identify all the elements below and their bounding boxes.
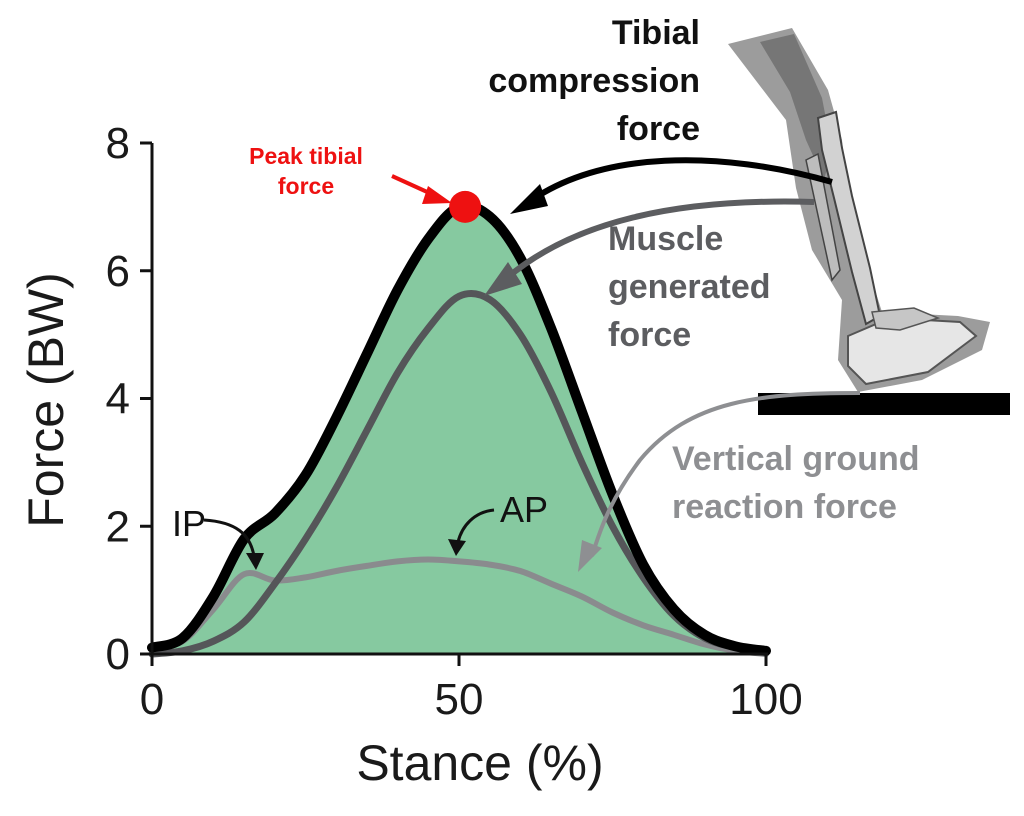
y-tick-label: 2 bbox=[106, 502, 130, 551]
y-tick-label: 4 bbox=[106, 375, 130, 424]
muscle-label-line2: generated bbox=[608, 268, 771, 306]
tick-layer: 0 2 4 6 8 0 50 100 bbox=[106, 119, 803, 724]
ap-arrowhead bbox=[448, 539, 466, 556]
vgrf-arrowhead bbox=[578, 540, 602, 572]
ip-arrow bbox=[203, 518, 256, 557]
muscle-label-line1: Muscle bbox=[608, 220, 723, 258]
ap-label: AP bbox=[500, 489, 548, 530]
ip-arrowhead bbox=[246, 553, 264, 570]
ip-label: IP bbox=[172, 503, 206, 544]
vgrf-series-line bbox=[149, 556, 769, 657]
annotation-arrows bbox=[203, 157, 861, 572]
tibial-label-line1: Tibial bbox=[612, 14, 700, 52]
y-tick-label: 0 bbox=[106, 630, 130, 679]
peak-label-line1: Peak tibial bbox=[249, 143, 363, 169]
vgrf-label-line2: reaction force bbox=[672, 488, 897, 526]
ap-arrow bbox=[456, 508, 495, 543]
vgrf-arrow bbox=[590, 391, 861, 557]
ground-plate bbox=[758, 393, 1010, 415]
muscle-label-line3: force bbox=[608, 316, 691, 354]
annotation-texts: Tibial compression force Muscle generate… bbox=[172, 14, 920, 544]
tibial-label-line3: force bbox=[617, 110, 700, 148]
muscle-arrowhead bbox=[484, 262, 522, 296]
tibial-arrowhead bbox=[510, 184, 548, 214]
y-tick-label: 6 bbox=[106, 247, 130, 296]
tibial-arrow bbox=[524, 157, 833, 207]
vgrf-label-line1: Vertical ground bbox=[672, 440, 920, 478]
x-tick-label: 50 bbox=[435, 675, 484, 724]
y-tick-label: 8 bbox=[106, 119, 130, 168]
x-tick-label: 100 bbox=[729, 675, 802, 724]
muscle-arrow bbox=[497, 198, 815, 287]
leg-illustration bbox=[728, 28, 990, 392]
x-axis-title: Stance (%) bbox=[356, 735, 603, 791]
y-axis-title: Force (BW) bbox=[18, 272, 74, 528]
x-tick-label: 0 bbox=[140, 675, 164, 724]
peak-marker bbox=[449, 190, 482, 223]
tibial-label-line2: compression bbox=[488, 62, 700, 100]
peak-label-line2: force bbox=[278, 173, 334, 199]
peak-arrowhead bbox=[422, 186, 452, 204]
